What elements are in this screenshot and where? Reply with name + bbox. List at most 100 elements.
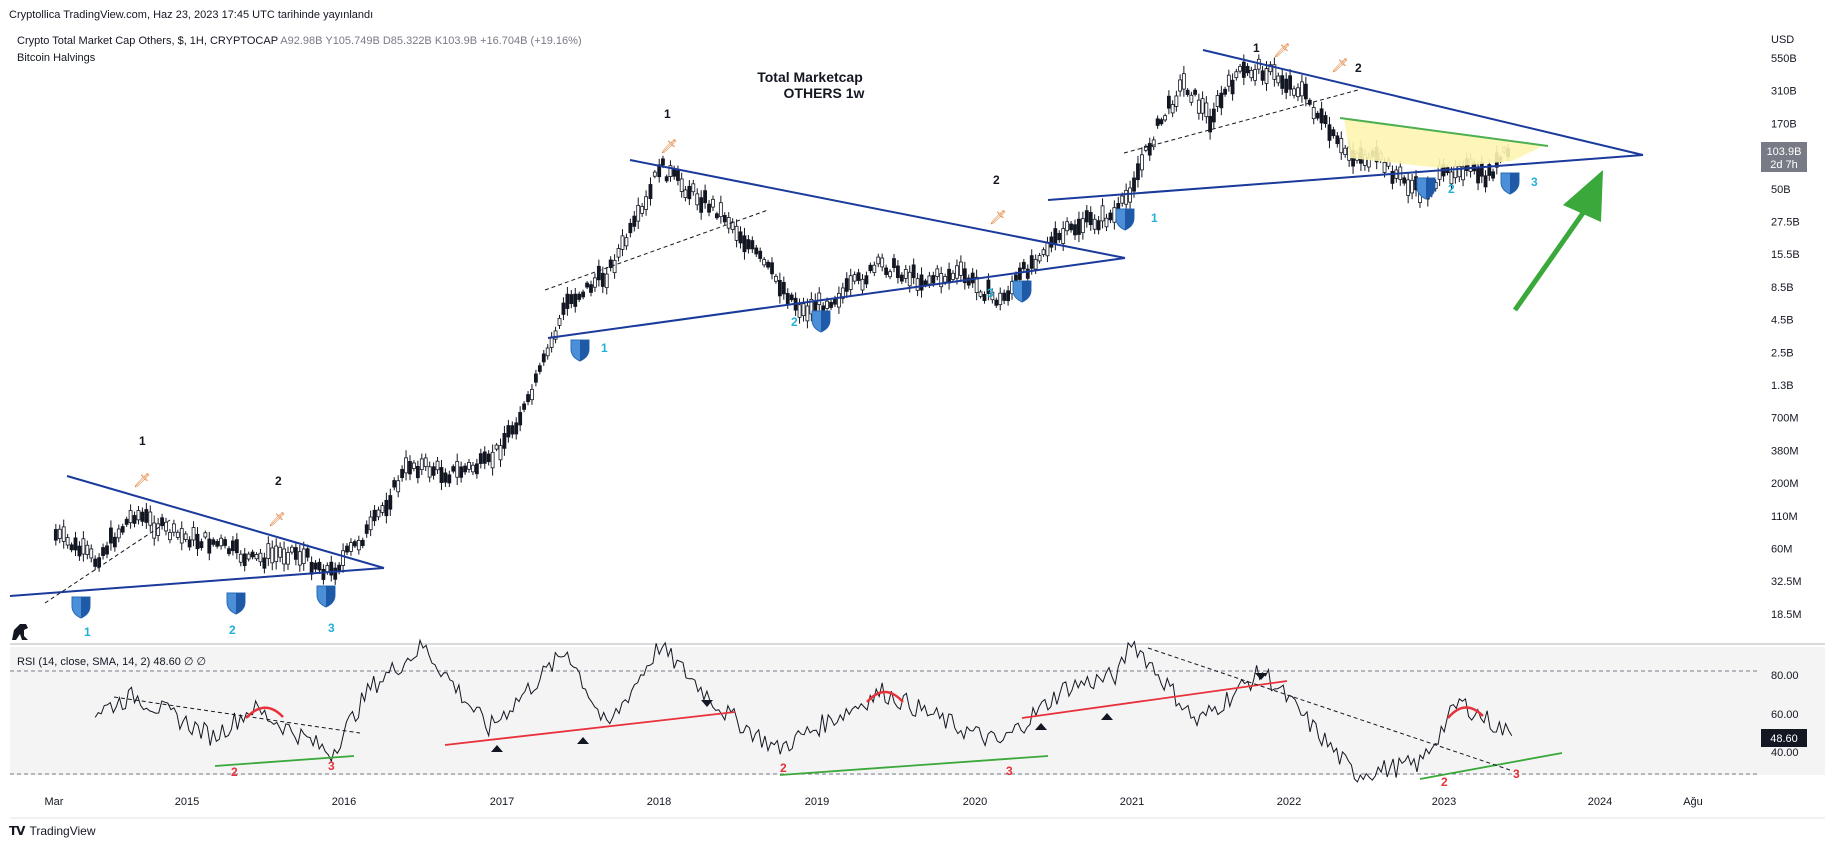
rsi-green-trend-2[interactable] (779, 755, 1049, 776)
candle-body (148, 511, 153, 526)
candle-body (762, 259, 767, 266)
x-tick-label: 2019 (805, 796, 829, 808)
y-tick-label: 18.5M (1771, 609, 1802, 621)
triangle-3-lower[interactable] (1047, 154, 1644, 201)
candle-body (903, 269, 908, 279)
symbol-info[interactable]: Crypto Total Market Cap Others, $, 1H, C… (17, 35, 582, 47)
candle-body (927, 275, 932, 285)
candle-body (471, 464, 475, 473)
candle-body (836, 292, 841, 308)
candle-body (899, 274, 904, 282)
candle-body (604, 273, 609, 289)
triangle-3-upper[interactable] (1202, 49, 1644, 156)
tradingview-brand[interactable]: 𝗧𝗩 TradingView (9, 824, 96, 838)
candle-body (183, 533, 188, 540)
candle-body (526, 394, 530, 403)
rsi-green-trend-3[interactable] (1419, 752, 1563, 780)
currency-label[interactable]: USD (1771, 34, 1795, 46)
candle-body (1018, 267, 1022, 280)
candle-body (1166, 95, 1171, 109)
halving-shield-shade (1510, 173, 1519, 194)
candle-body (781, 281, 786, 295)
candle-body (1143, 145, 1148, 151)
triangle-1-upper[interactable] (66, 475, 385, 569)
candle-body (530, 388, 534, 401)
y-tick-label: 2.5B (1771, 347, 1794, 359)
candle-body (986, 279, 991, 294)
candle-body (1021, 261, 1026, 270)
candle-body (923, 280, 928, 286)
candle-body (443, 472, 448, 483)
indicator-label[interactable]: Bitcoin Halvings (17, 52, 96, 64)
candle-body (1065, 221, 1070, 232)
candle-body (293, 547, 298, 560)
candle-body (1390, 171, 1395, 184)
rsi-dashed-2[interactable] (1147, 647, 1511, 771)
rsi-red-trend-1[interactable] (444, 711, 736, 746)
candle-body (435, 460, 440, 471)
y-tick-label: 1.3B (1771, 380, 1794, 392)
candle-body (1006, 290, 1011, 302)
rsi-green-trend-1[interactable] (214, 755, 355, 767)
candle-body (301, 548, 306, 564)
dino-icon[interactable] (12, 624, 28, 640)
candle-body (620, 235, 625, 250)
halving-shield-shade (821, 311, 830, 332)
candle-body (1315, 112, 1320, 119)
rsi-indicator-label[interactable]: RSI (14, close, SMA, 14, 2) 48.60 ∅ ∅ (17, 656, 207, 668)
candle-body (1151, 139, 1156, 148)
y-tick-label: 700M (1771, 413, 1799, 425)
triangle-1-lower[interactable] (9, 567, 385, 597)
candle-body (219, 537, 224, 547)
halving-shield-shade (1022, 281, 1031, 302)
y-tick-label: 15.5B (1771, 249, 1800, 261)
y-tick-label: 380M (1771, 445, 1799, 457)
x-tick-label: 2021 (1120, 796, 1144, 808)
candle-body (427, 466, 432, 478)
symbol-name: Crypto Total Market Cap Others, $, 1H, C… (17, 35, 278, 47)
candle-body (203, 532, 208, 538)
candle-body (600, 272, 605, 287)
dashed-trend-2[interactable] (544, 209, 769, 291)
bullish-arrow[interactable] (1512, 170, 1603, 312)
candle-body (1112, 207, 1117, 223)
chart-title-line1: Total Marketcap (757, 69, 863, 85)
rsi-marker-down (701, 700, 713, 707)
candle-body (1108, 212, 1113, 221)
candle-body (278, 546, 283, 558)
candle-body (864, 275, 869, 285)
triangle-2-upper[interactable] (629, 159, 1126, 259)
dashed-trend-3[interactable] (1123, 89, 1359, 154)
rsi-background (10, 647, 1825, 775)
triangle-2-lower[interactable] (547, 257, 1126, 339)
candle-body (1139, 154, 1144, 171)
y-tick-label: 50B (1771, 184, 1791, 196)
candle-body (1327, 124, 1332, 141)
candle-body (561, 302, 566, 315)
candle-body (652, 171, 657, 177)
rsi-tick-label: 40.00 (1771, 747, 1799, 759)
candle-body (89, 548, 94, 559)
candle-body (982, 294, 987, 301)
candle-body (947, 268, 951, 284)
candle-body (1331, 129, 1336, 137)
price-badge (1761, 142, 1807, 172)
candle-body (876, 256, 881, 265)
candle-body (404, 457, 408, 474)
candle-body (1300, 81, 1304, 97)
published-info: Cryptollica TradingView.com, Haz 23, 202… (9, 9, 374, 21)
candle-body (939, 273, 944, 288)
candle-body (1029, 255, 1034, 269)
candle-body (1487, 164, 1492, 176)
rsi-red-trend-2[interactable] (1021, 680, 1288, 719)
candle-body (447, 474, 452, 484)
x-tick-label: 2022 (1277, 796, 1301, 808)
candle-body (738, 231, 743, 244)
candle-body (931, 275, 936, 284)
candle-body (1219, 92, 1224, 109)
candle-body (577, 293, 582, 300)
candle-body (408, 461, 412, 475)
rsi-marker-up (1035, 723, 1047, 730)
candle-body (955, 265, 959, 279)
rsi-badge-value: 48.60 (1770, 733, 1798, 745)
